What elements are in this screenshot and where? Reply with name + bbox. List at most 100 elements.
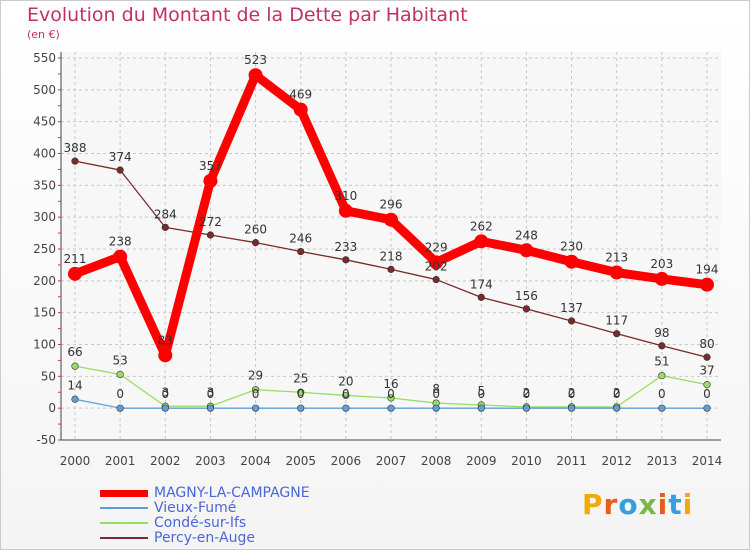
data-point <box>387 265 395 273</box>
data-label: 262 <box>470 219 493 233</box>
data-label: 14 <box>67 378 82 392</box>
data-point <box>206 404 215 412</box>
data-point <box>658 372 666 380</box>
data-point <box>654 271 669 286</box>
data-label: 202 <box>425 260 448 274</box>
x-tick-label: 2008 <box>421 454 452 468</box>
data-label: 5 <box>477 384 485 398</box>
x-tick-label: 2006 <box>331 454 362 468</box>
data-label: 0 <box>207 387 215 401</box>
x-tick-label: 2014 <box>692 454 723 468</box>
data-label: 117 <box>605 314 628 328</box>
data-label: 260 <box>244 223 267 237</box>
data-label: 233 <box>334 240 357 254</box>
data-point <box>522 404 531 412</box>
data-label: 16 <box>383 377 398 391</box>
data-point <box>251 239 260 247</box>
data-point <box>297 404 305 412</box>
x-tick-label: 2012 <box>601 454 632 468</box>
y-tick-label: 0 <box>48 401 56 415</box>
data-label: 0 <box>523 387 531 401</box>
data-label: 469 <box>289 88 312 102</box>
logo-letter: i <box>682 488 694 521</box>
y-tick-label: 250 <box>33 242 56 256</box>
data-point <box>387 394 395 402</box>
data-label: 211 <box>64 252 87 266</box>
legend-label: MAGNY-LA-CAMPAGNE <box>154 485 310 501</box>
data-label: 98 <box>654 326 669 340</box>
data-point <box>248 68 263 83</box>
data-point <box>71 157 79 165</box>
data-label: 37 <box>699 364 714 378</box>
data-label: 20 <box>338 374 353 388</box>
data-label: 0 <box>613 387 621 401</box>
data-point <box>429 255 444 270</box>
data-label: 53 <box>113 353 128 367</box>
data-point <box>116 404 124 412</box>
data-point <box>519 243 534 258</box>
data-label: 284 <box>154 207 177 221</box>
x-tick-label: 2004 <box>240 454 271 468</box>
x-tick-label: 2007 <box>376 454 407 468</box>
data-point <box>297 388 305 396</box>
data-point <box>474 234 489 249</box>
legend-swatch <box>100 537 148 539</box>
y-tick-label: 450 <box>33 115 56 129</box>
data-label: 8 <box>432 382 440 396</box>
data-label: 230 <box>560 240 583 254</box>
data-label: 0 <box>432 387 440 401</box>
data-point <box>613 404 621 412</box>
data-point <box>564 254 579 269</box>
data-label: 0 <box>658 387 666 401</box>
data-point <box>658 404 666 412</box>
data-point <box>116 370 124 379</box>
data-label: 137 <box>560 301 583 315</box>
y-tick-label: 300 <box>33 210 56 224</box>
data-point <box>338 203 353 218</box>
y-tick-label: 400 <box>33 147 56 161</box>
data-point <box>161 404 169 412</box>
data-point <box>342 404 350 412</box>
data-point <box>387 404 395 412</box>
data-point <box>567 404 576 412</box>
data-point <box>703 381 711 389</box>
data-point <box>158 348 173 363</box>
data-label: 51 <box>654 355 669 369</box>
data-point <box>477 404 485 412</box>
data-label: 0 <box>297 387 305 401</box>
data-point <box>703 404 711 412</box>
data-point <box>384 212 398 227</box>
data-point <box>251 404 260 412</box>
data-label: 272 <box>199 215 222 229</box>
x-tick-label: 2003 <box>195 454 226 468</box>
data-label: 0 <box>703 387 711 401</box>
logo-letter: t <box>668 488 683 521</box>
data-label: 174 <box>470 277 493 291</box>
data-label: 0 <box>161 387 169 401</box>
data-point <box>342 391 350 400</box>
data-point <box>432 275 440 284</box>
y-tick-label: 500 <box>33 83 56 97</box>
x-tick-label: 2010 <box>511 454 542 468</box>
data-point <box>567 317 576 325</box>
proxiti-logo: Proxiti <box>582 488 693 521</box>
logo-letter: P <box>582 488 604 521</box>
data-point <box>68 266 82 281</box>
x-tick-label: 2009 <box>466 454 497 468</box>
x-tick-label: 2002 <box>150 454 181 468</box>
legend-item-magny: MAGNY-LA-CAMPAGNE <box>100 486 310 500</box>
data-point <box>658 342 666 350</box>
data-label: 229 <box>425 240 448 254</box>
data-point <box>71 395 79 403</box>
data-point <box>609 265 624 280</box>
data-label: 374 <box>109 150 132 164</box>
chart-subtitle: (en €) <box>27 28 60 41</box>
data-point <box>297 247 305 256</box>
data-label: 203 <box>650 257 673 271</box>
data-label: 66 <box>67 345 82 359</box>
legend-item-conde-sur-ifs: Condé-sur-Ifs <box>100 516 246 530</box>
data-point <box>477 293 485 301</box>
data-point <box>71 362 79 370</box>
data-point <box>206 231 215 239</box>
